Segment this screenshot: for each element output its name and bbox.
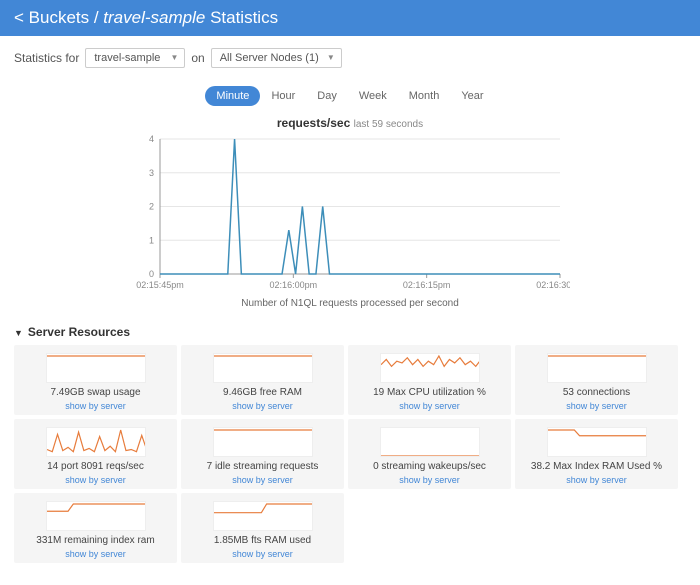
show-by-server-link[interactable]: show by server: [189, 475, 336, 485]
sparkline: [213, 501, 313, 531]
tile-label: 53 connections: [523, 387, 670, 399]
resource-tile: 331M remaining index ram show by server: [14, 493, 177, 563]
svg-text:4: 4: [149, 134, 154, 144]
svg-text:02:16:15pm: 02:16:15pm: [403, 280, 451, 290]
sparkline: [46, 501, 146, 531]
sparkline: [46, 353, 146, 383]
main-chart: 0 1 2 3 4 02:15:45pm 02:16:00pm 02:16:15pm 02:16…: [130, 134, 570, 294]
nodes-select[interactable]: All Server Nodes (1): [211, 48, 342, 68]
sparkline: [547, 353, 647, 383]
bucket-name: travel-sample: [103, 8, 205, 27]
resource-tile: 19 Max CPU utilization % show by server: [348, 345, 511, 415]
tile-label: 7.49GB swap usage: [22, 387, 169, 399]
back-link[interactable]: < Buckets: [14, 8, 89, 27]
show-by-server-link[interactable]: show by server: [189, 401, 336, 411]
svg-text:02:16:00pm: 02:16:00pm: [270, 280, 318, 290]
resource-tile: 0 streaming wakeups/sec show by server: [348, 419, 511, 489]
tile-label: 7 idle streaming requests: [189, 461, 336, 473]
resource-tiles: 7.49GB swap usageshow by server9.46GB fr…: [0, 341, 700, 567]
time-tab-month[interactable]: Month: [398, 86, 451, 106]
show-by-server-link[interactable]: show by server: [22, 549, 169, 559]
show-by-server-link[interactable]: show by server: [356, 401, 503, 411]
svg-text:2: 2: [149, 202, 154, 212]
on-label: on: [191, 51, 204, 65]
tile-label: 38.2 Max Index RAM Used %: [523, 461, 670, 473]
time-range-tabs: MinuteHourDayWeekMonthYear: [0, 86, 700, 106]
breadcrumb-sep: /: [89, 8, 103, 27]
svg-text:02:15:45pm: 02:15:45pm: [136, 280, 184, 290]
page-header: < Buckets / travel-sample Statistics: [0, 0, 700, 36]
show-by-server-link[interactable]: show by server: [523, 401, 670, 411]
time-tab-day[interactable]: Day: [306, 86, 348, 106]
bucket-select[interactable]: travel-sample: [85, 48, 185, 68]
show-by-server-link[interactable]: show by server: [523, 475, 670, 485]
svg-text:02:16:30pm: 02:16:30pm: [536, 280, 570, 290]
show-by-server-link[interactable]: show by server: [189, 549, 336, 559]
time-tab-week[interactable]: Week: [348, 86, 398, 106]
svg-text:0: 0: [149, 269, 154, 279]
chart-caption: Number of N1QL requests processed per se…: [0, 298, 700, 309]
stats-controls: Statistics for travel-sample on All Serv…: [0, 36, 700, 80]
tile-label: 9.46GB free RAM: [189, 387, 336, 399]
requests-chart-svg: 0 1 2 3 4 02:15:45pm 02:16:00pm 02:16:15pm 02:16…: [130, 134, 570, 294]
tile-label: 331M remaining index ram: [22, 535, 169, 547]
sparkline: [380, 427, 480, 457]
tile-label: 19 Max CPU utilization %: [356, 387, 503, 399]
tile-label: 0 streaming wakeups/sec: [356, 461, 503, 473]
chart-title-text: requests/sec: [277, 116, 350, 130]
sparkline: [46, 427, 146, 457]
time-tab-minute[interactable]: Minute: [205, 86, 260, 106]
show-by-server-link[interactable]: show by server: [22, 475, 169, 485]
resource-tile: 1.85MB fts RAM used show by server: [181, 493, 344, 563]
show-by-server-link[interactable]: show by server: [22, 401, 169, 411]
sparkline: [213, 427, 313, 457]
resource-tile: 7.49GB swap usage show by server: [14, 345, 177, 415]
tile-label: 1.85MB fts RAM used: [189, 535, 336, 547]
sparkline: [380, 353, 480, 383]
svg-text:1: 1: [149, 235, 154, 245]
chart-subtitle: last 59 seconds: [354, 119, 424, 130]
sparkline: [547, 427, 647, 457]
show-by-server-link[interactable]: show by server: [356, 475, 503, 485]
time-tab-hour[interactable]: Hour: [260, 86, 306, 106]
header-suffix: Statistics: [205, 8, 278, 27]
tile-label: 14 port 8091 reqs/sec: [22, 461, 169, 473]
chart-title: requests/sec last 59 seconds: [0, 116, 700, 130]
resource-tile: 14 port 8091 reqs/sec show by server: [14, 419, 177, 489]
server-resources-header[interactable]: Server Resources: [0, 323, 700, 341]
resource-tile: 53 connections show by server: [515, 345, 678, 415]
time-tab-year[interactable]: Year: [450, 86, 494, 106]
sparkline: [213, 353, 313, 383]
resource-tile: 9.46GB free RAM show by server: [181, 345, 344, 415]
svg-text:3: 3: [149, 168, 154, 178]
stats-for-label: Statistics for: [14, 51, 79, 65]
resource-tile: 38.2 Max Index RAM Used % show by server: [515, 419, 678, 489]
resource-tile: 7 idle streaming requests show by server: [181, 419, 344, 489]
